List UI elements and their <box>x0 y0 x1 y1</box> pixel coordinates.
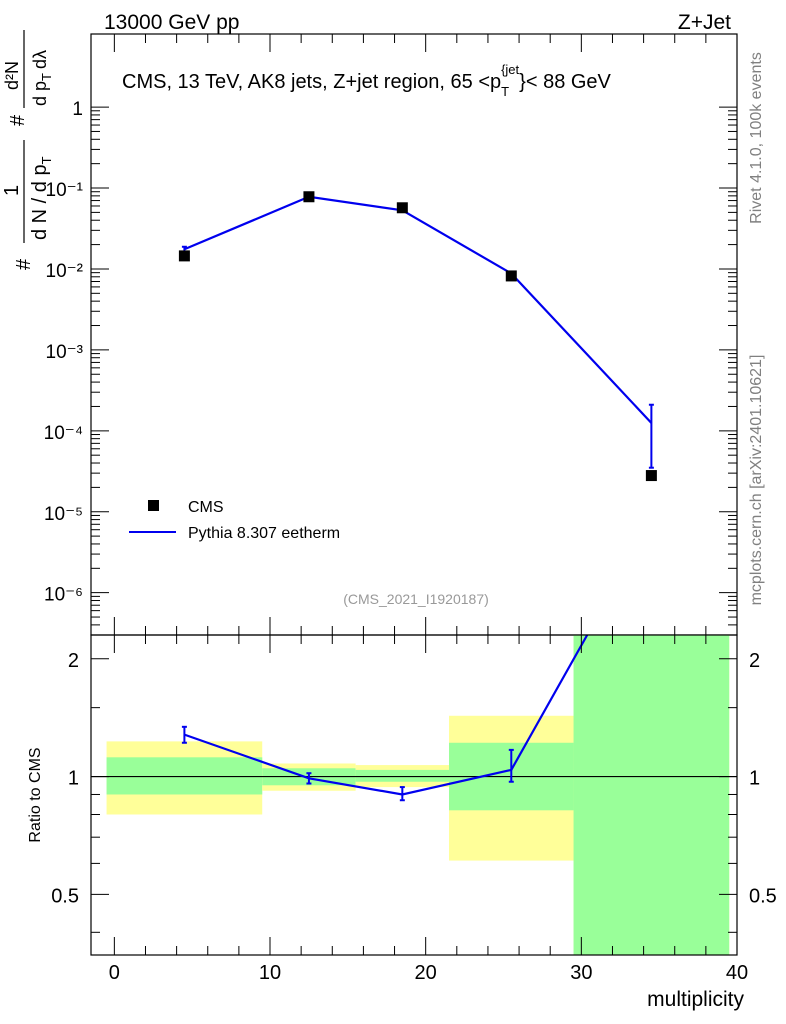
ratio-frame <box>90 634 738 956</box>
ratio-y-tick-label-left: 2 <box>68 650 79 672</box>
ratio-y-tick-label-left: 0.5 <box>51 885 79 907</box>
analysis-watermark: (CMS_2021_I1920187) <box>343 591 489 607</box>
main-y-tick-label: 10⁻⁶ <box>44 585 83 606</box>
ylabel-d2n: d²N <box>2 61 22 90</box>
legend-cms-marker <box>148 500 159 511</box>
main-title: CMS, 13 TeV, AK8 jets, Z+jet region, 65 … <box>122 62 612 99</box>
ratio-y-tick-label-left: 1 <box>68 768 79 790</box>
main-data-layer <box>178 191 657 482</box>
legend-cms-label: CMS <box>188 499 224 516</box>
header-left: 13000 GeV pp <box>104 11 239 34</box>
cms-data-point <box>303 191 315 203</box>
x-tick-label: 20 <box>415 962 437 984</box>
legend: CMS Pythia 8.307 eetherm <box>129 499 340 542</box>
main-frame <box>90 33 738 636</box>
ratio-band-inner <box>573 635 730 955</box>
cms-data-point <box>645 470 657 482</box>
ylabel-hash-left: # <box>13 258 35 270</box>
main-y-axis-label: # 1 d N / d pT # d²N d pTdλ <box>1 30 54 270</box>
mc-line <box>183 195 653 424</box>
ylabel-one: 1 <box>1 185 23 196</box>
ratio-data-layer <box>91 634 737 802</box>
x-tick-label: 0 <box>109 962 120 984</box>
ratio-y-tick-label-right: 1 <box>749 768 760 790</box>
ratio-axes: 0.5 0.51 12 20 10 20 30 40 <box>51 635 777 984</box>
ratio-panel: 0.5 0.51 12 20 10 20 30 40 Ratio to CMS multipl… <box>27 634 777 1011</box>
main-y-tick-label: 10⁻² <box>46 261 84 282</box>
x-tick-label: 40 <box>726 962 748 984</box>
main-y-tick-label: 10⁻⁵ <box>44 504 83 525</box>
main-y-tick-label: 10⁻³ <box>46 342 84 363</box>
rivet-label: Rivet 4.1.0, 100k events <box>748 52 765 224</box>
header-right: Z+Jet <box>678 11 731 34</box>
main-y-tick-label: 1 <box>72 99 83 120</box>
main-panel: 1 10⁻¹ 10⁻² 10⁻³ 10⁻⁴ 10⁻⁵ 10⁻⁶ CMS, 13 TeV, A… <box>1 30 738 636</box>
main-y-tick-label: 10⁻⁴ <box>44 423 83 444</box>
ratio-y-tick-label-right: 2 <box>749 650 760 672</box>
x-tick-label: 30 <box>570 962 592 984</box>
ratio-y-tick-label-right: 0.5 <box>749 885 777 907</box>
ratio-y-axis-label: Ratio to CMS <box>27 747 44 842</box>
ratio-band-inner <box>355 769 450 782</box>
ylabel-dpt-dl: d pTdλ <box>30 50 54 106</box>
ratio-band-inner <box>106 757 263 795</box>
main-axes: 1 10⁻¹ 10⁻² 10⁻³ 10⁻⁴ 10⁻⁵ 10⁻⁶ <box>44 34 738 635</box>
cms-data-point <box>396 202 408 214</box>
mcplots-label: mcplots.cern.ch [arXiv:2401.10621] <box>748 355 765 606</box>
cms-data-point <box>505 270 517 282</box>
legend-mc-label: Pythia 8.307 eetherm <box>188 525 340 542</box>
main-y-tick-label: 10⁻¹ <box>46 180 84 201</box>
ratio-bands-layer <box>106 635 730 955</box>
x-tick-label: 10 <box>259 962 281 984</box>
x-axis-label: multiplicity <box>647 988 744 1011</box>
cms-data-point <box>178 250 190 262</box>
ylabel-dn-dpt: d N / d pT <box>29 156 54 240</box>
ylabel-hash-mid: # <box>7 114 29 126</box>
